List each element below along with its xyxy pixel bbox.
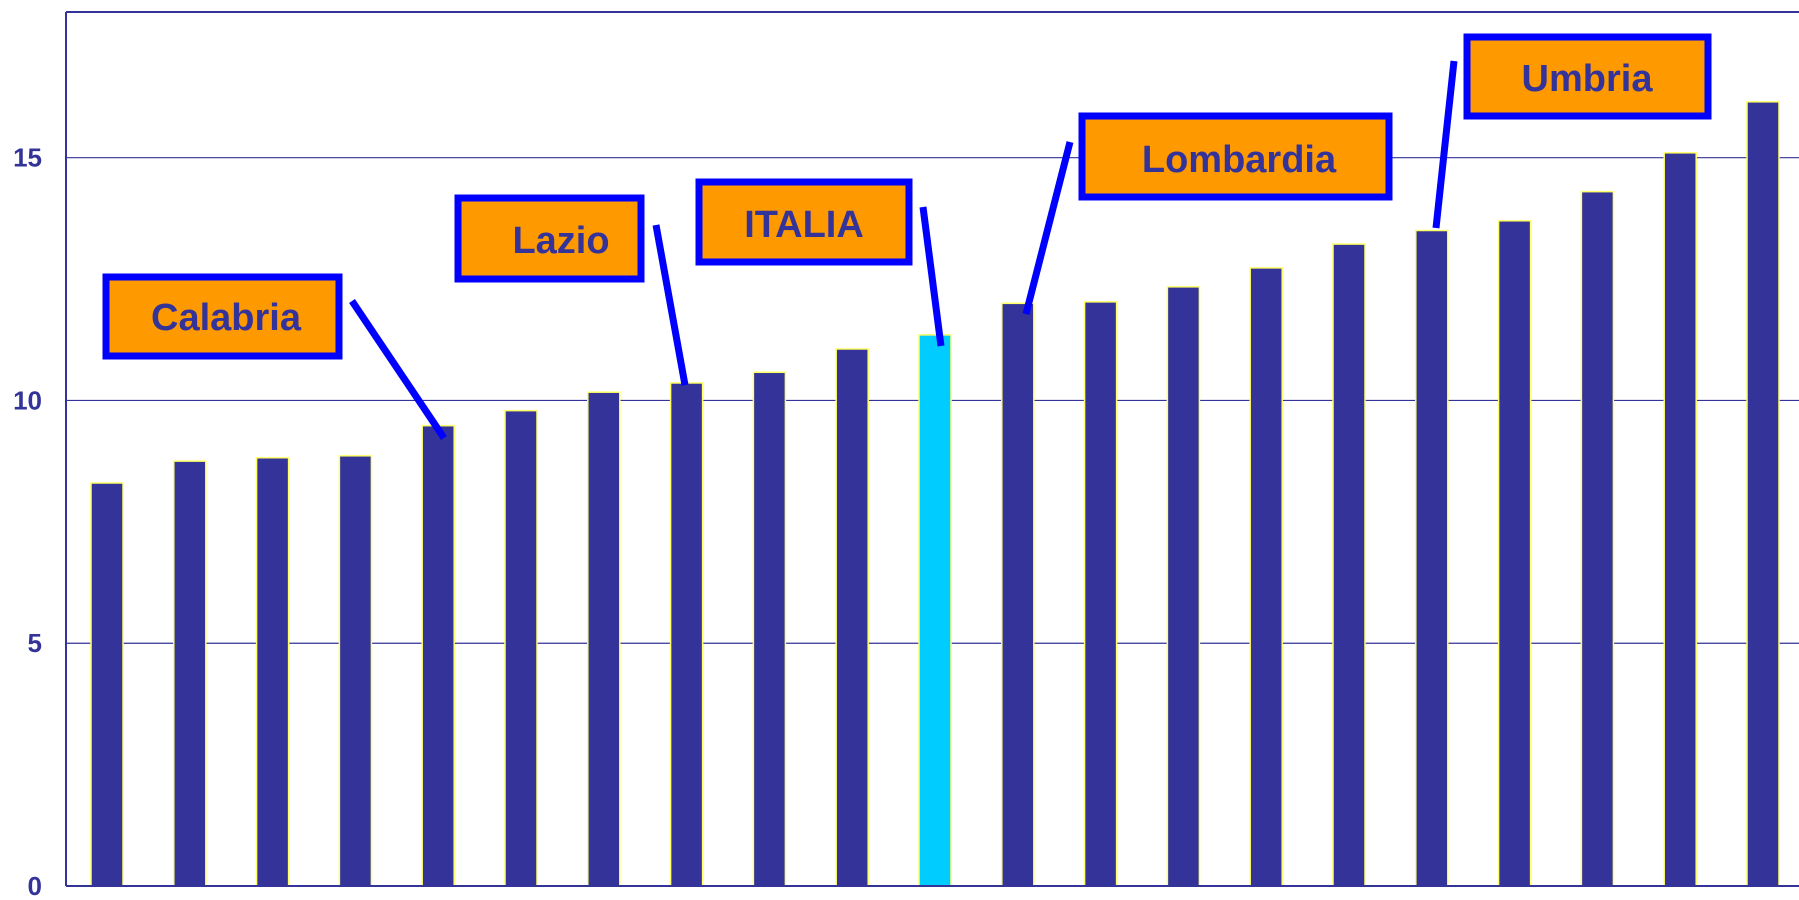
y-tick-label: 0	[28, 871, 42, 900]
callout-box	[1463, 33, 1712, 120]
bar	[1249, 267, 1283, 887]
bar	[255, 456, 290, 887]
callout-leader-line	[1022, 141, 1074, 315]
callout-label: ITALIA	[744, 204, 864, 246]
bar-highlight	[918, 334, 952, 887]
bar	[1001, 302, 1035, 887]
y-tick-labels: 0 5 10 15	[13, 143, 42, 900]
bar	[1746, 101, 1780, 887]
bar	[1580, 190, 1615, 887]
callout-label: Calabria	[151, 297, 302, 339]
bar	[173, 460, 207, 887]
callout-label: Umbria	[1522, 58, 1654, 100]
bars	[90, 101, 1780, 887]
bar	[1083, 301, 1118, 887]
callout-leader-line	[652, 224, 689, 386]
callout-box	[102, 273, 343, 360]
callout-label: Lombardia	[1142, 139, 1337, 181]
bar	[835, 348, 869, 887]
callout-leader-line	[1432, 60, 1458, 229]
y-tick-label: 5	[28, 628, 42, 658]
callout-lombardia: Lombardia	[1022, 112, 1393, 315]
bar	[90, 482, 124, 887]
bar	[338, 455, 373, 887]
callout-calabria: Calabria	[102, 273, 447, 440]
callout-lazio: Lazio	[454, 194, 689, 386]
callout-label: Lazio	[512, 220, 609, 262]
y-tick-label: 15	[13, 143, 42, 173]
bar	[1415, 229, 1449, 887]
bar	[587, 391, 621, 887]
bar	[669, 382, 704, 887]
bar	[1497, 220, 1532, 887]
callouts: Calabria Lazio ITALIA Lombardia Umbria	[102, 33, 1712, 440]
callout-leader-line	[349, 299, 447, 440]
bar	[752, 371, 787, 887]
bar	[1663, 152, 1697, 887]
callout-box	[1078, 112, 1393, 201]
callout-box	[695, 178, 913, 266]
callout-box	[454, 194, 645, 283]
bar	[421, 424, 455, 887]
callout-leader-line	[919, 206, 945, 347]
bar	[504, 409, 538, 887]
bar	[1332, 243, 1366, 887]
callout-umbria: Umbria	[1432, 33, 1712, 229]
y-tick-label: 10	[13, 385, 42, 415]
callout-italia: ITALIA	[695, 178, 945, 347]
axes	[65, 11, 1799, 887]
bar	[1166, 286, 1201, 887]
